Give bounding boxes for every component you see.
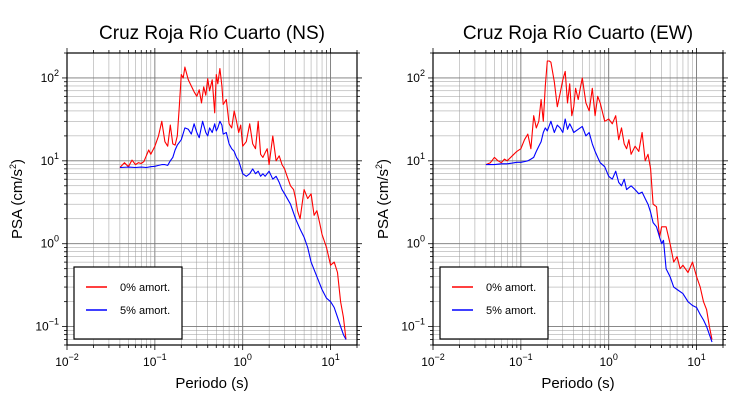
x-tick-label: 10−1: [143, 352, 167, 369]
y-tick-label: 10−1: [35, 317, 59, 334]
series-line-amort-0: [485, 60, 713, 340]
legend-label: 0% amort.: [120, 282, 170, 294]
y-tick-label: 102: [41, 68, 59, 85]
x-tick-label: 10−2: [421, 352, 445, 369]
legend: 0% amort. 5% amort.: [439, 266, 549, 340]
legend-box: [439, 266, 549, 340]
legend-box: [73, 266, 183, 340]
y-tick-label: 102: [407, 68, 425, 85]
x-tick-label: 100: [600, 352, 618, 369]
legend-label: 5% amort.: [120, 305, 170, 317]
x-tick-label: 10−2: [55, 352, 79, 369]
y-tick-label: 101: [41, 151, 59, 168]
y-tick-label: 100: [407, 234, 425, 251]
chart-title: Cruz Roja Río Cuarto (NS): [99, 23, 325, 44]
y-tick-label: 10−1: [401, 317, 425, 334]
x-axis-label: Periodo (s): [541, 375, 614, 392]
tick-marks: [62, 48, 362, 350]
legend-label: 0% amort.: [486, 282, 536, 294]
y-tick-label: 100: [41, 234, 59, 251]
y-axis-label: PSA (cm/s2): [374, 159, 392, 239]
tick-marks: [428, 48, 728, 350]
x-tick-label: 101: [321, 352, 339, 369]
chart-title: Cruz Roja Río Cuarto (EW): [463, 23, 693, 44]
y-tick-label: 101: [407, 151, 425, 168]
x-tick-label: 101: [687, 352, 705, 369]
series-line-amort-5: [485, 118, 713, 343]
chart-panel-2: 10−2 10−1 100 101 10−1 100 101 102 Cruz Roja Río…: [374, 23, 728, 392]
series-line-amort-5: [119, 120, 347, 340]
plot-frame: [432, 52, 724, 346]
legend-label: 5% amort.: [486, 305, 536, 317]
y-axis-label: PSA (cm/s2): [8, 159, 26, 239]
chart-panel-1: 10−2 10−1 100 101 10−1 100 101 102 Cruz Roja Río…: [8, 23, 362, 392]
plot-frame: [66, 52, 358, 346]
series-line-amort-0: [119, 66, 347, 340]
x-tick-label: 10−1: [509, 352, 533, 369]
legend: 0% amort. 5% amort.: [73, 266, 183, 340]
x-tick-label: 100: [234, 352, 252, 369]
x-axis-label: Periodo (s): [175, 375, 248, 392]
grid: [66, 52, 358, 346]
